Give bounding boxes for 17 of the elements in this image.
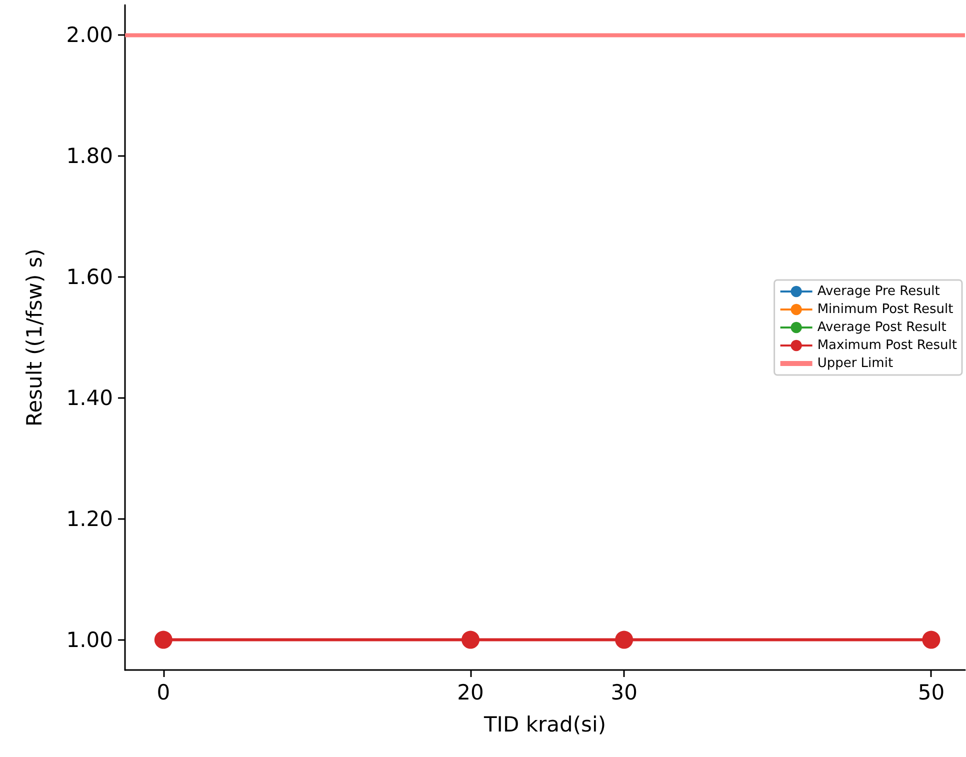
y-axis-title: Result ((1/fsw) s) xyxy=(22,248,46,426)
y-tick-label: 1.80 xyxy=(66,144,113,168)
x-tick-label: 0 xyxy=(156,680,170,704)
legend-label: Average Pre Result xyxy=(817,284,940,299)
y-tick-label: 2.00 xyxy=(66,23,113,48)
x-tick-label: 20 xyxy=(457,680,484,704)
legend-label: Upper Limit xyxy=(817,356,894,371)
x-axis-title: TID krad(si) xyxy=(482,712,606,736)
legend-label: Maximum Post Result xyxy=(817,338,957,353)
y-tick-label: 1.00 xyxy=(66,628,113,652)
y-tick-label: 1.60 xyxy=(66,265,113,290)
y-tick-label: 1.20 xyxy=(66,506,113,531)
legend-label: Average Post Result xyxy=(817,320,946,335)
legend-label: Minimum Post Result xyxy=(817,302,954,317)
x-tick-label: 30 xyxy=(610,680,638,704)
y-tick-label: 1.40 xyxy=(66,386,113,410)
x-tick-label: 50 xyxy=(918,680,945,704)
